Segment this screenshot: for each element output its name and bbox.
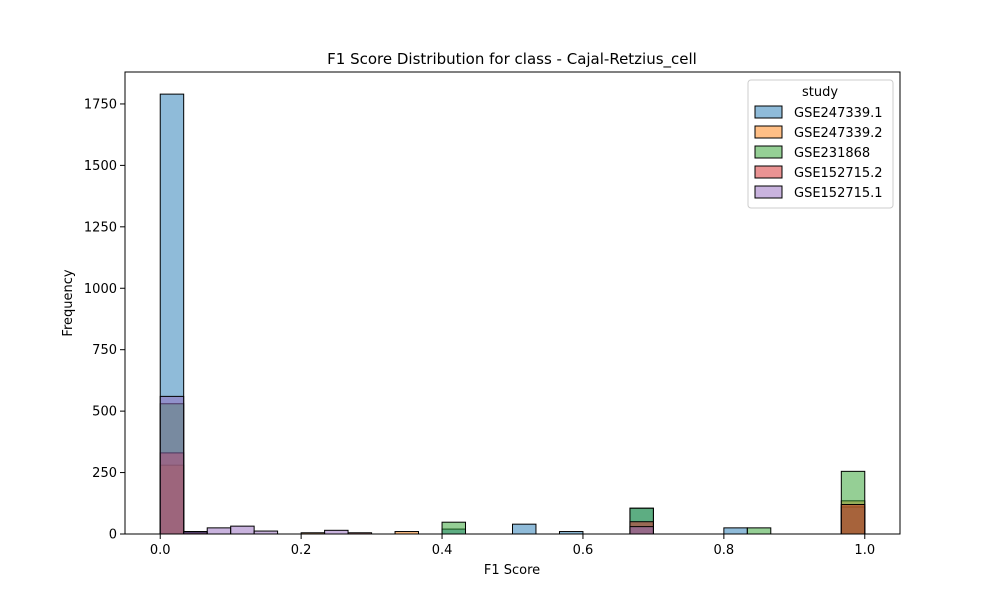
x-tick-label: 0.2 xyxy=(291,543,312,558)
legend-label: GSE247339.2 xyxy=(794,126,883,141)
x-tick-label: 0.6 xyxy=(573,543,594,558)
chart-title: F1 Score Distribution for class - Cajal-… xyxy=(327,50,697,69)
legend-swatch xyxy=(754,185,783,199)
x-tick-label: 0.4 xyxy=(432,543,453,558)
x-tick-label: 0.8 xyxy=(714,543,735,558)
bar-gse152715-1-bin-0 xyxy=(159,395,185,535)
x-axis: 0.0 0.2 0.4 0.6 0.8 1.0 xyxy=(150,534,875,558)
bar-gse152715-1-bin-3 xyxy=(230,525,255,535)
x-tick-label: 0.0 xyxy=(150,543,171,558)
legend-swatch xyxy=(754,105,783,119)
bars-group xyxy=(159,93,866,535)
bar-gse152715-2-bin-29 xyxy=(840,504,866,535)
bar-gse152715-1-bin-2 xyxy=(206,527,232,535)
legend-frame xyxy=(747,79,894,209)
y-tick-label: 500 xyxy=(92,405,117,420)
bar-gse152715-1-bin-20 xyxy=(629,526,654,535)
bar-gse247339-1-bin-15 xyxy=(512,523,537,535)
legend-swatch xyxy=(754,145,783,159)
y-tick-label: 0 xyxy=(109,528,117,543)
y-axis-label: Frequency xyxy=(61,269,76,336)
legend: study GSE247339.1 GSE247339.2 GSE231868 GSE… xyxy=(747,79,894,209)
y-tick-label: 750 xyxy=(92,343,117,358)
legend-title: study xyxy=(802,85,838,100)
bar-gse231868-bin-25 xyxy=(746,527,772,535)
legend-swatch xyxy=(754,165,783,179)
bar-gse247339-1-bin-24 xyxy=(723,527,748,535)
y-tick-label: 1750 xyxy=(84,97,117,112)
legend-swatch xyxy=(754,125,783,139)
y-tick-label: 1250 xyxy=(84,220,117,235)
y-tick-label: 1500 xyxy=(84,159,117,174)
y-tick-label: 1000 xyxy=(84,282,117,297)
y-axis: 0 250 500 750 1000 1250 1500 1750 xyxy=(84,97,125,543)
bar-gse152715-1-bin-7 xyxy=(324,529,349,535)
legend-label: GSE247339.1 xyxy=(794,106,883,121)
bar-gse231868-bin-12 xyxy=(441,521,467,535)
axes-frame xyxy=(124,71,901,535)
x-axis-label: F1 Score xyxy=(484,563,540,578)
legend-label: GSE231868 xyxy=(794,146,870,161)
y-tick-label: 250 xyxy=(92,466,117,481)
legend-label: GSE152715.1 xyxy=(794,186,883,201)
legend-label: GSE152715.2 xyxy=(794,166,883,181)
x-tick-label: 1.0 xyxy=(854,543,875,558)
